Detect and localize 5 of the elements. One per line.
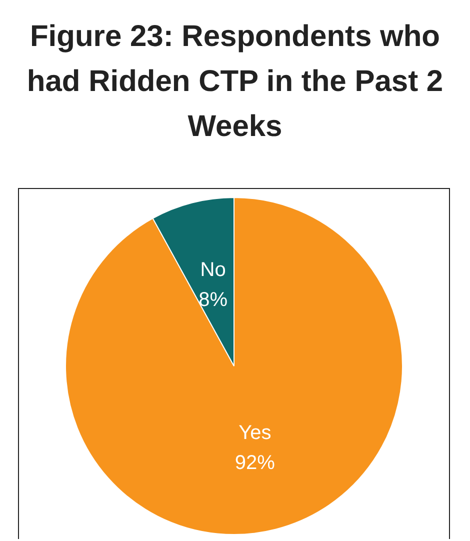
data-label: 92%: [234, 452, 276, 474]
data-label: 8%: [198, 288, 228, 311]
slice-label: No: [200, 258, 226, 281]
chart-title: Figure 23: Respondents who had Ridden CTP in the Past 2 Weeks: [26, 19, 444, 145]
slice-label: Yes: [238, 422, 272, 444]
